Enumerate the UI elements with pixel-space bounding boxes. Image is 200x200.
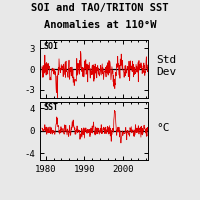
Text: °C: °C — [157, 123, 170, 133]
Text: SST: SST — [43, 103, 58, 112]
Text: Anomalies at 110°W: Anomalies at 110°W — [44, 20, 156, 30]
Text: SOI: SOI — [43, 42, 58, 51]
Text: Std
Dev: Std Dev — [157, 55, 177, 77]
Text: SOI and TAO/TRITON SST: SOI and TAO/TRITON SST — [31, 3, 169, 13]
